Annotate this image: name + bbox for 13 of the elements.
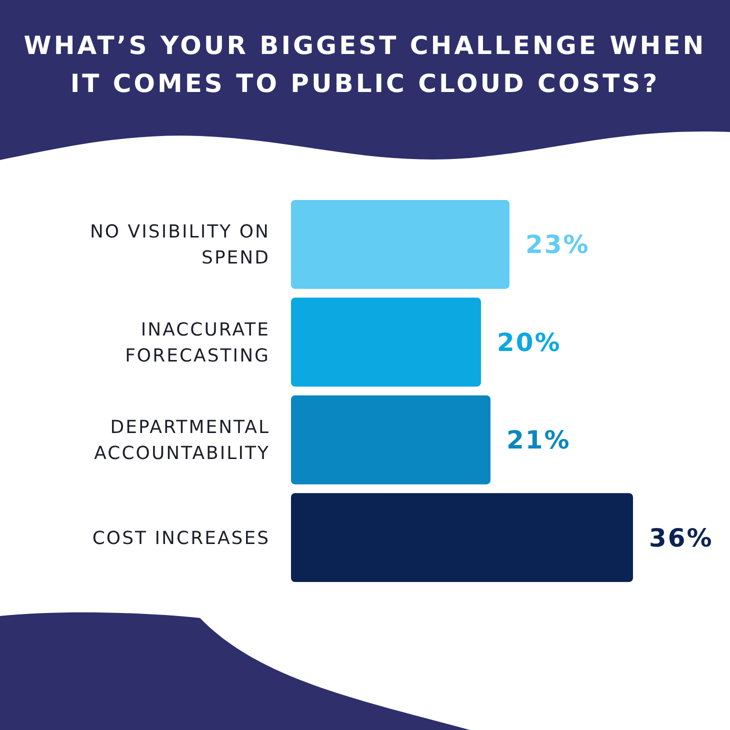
y-tick-label: DEPARTMENTAL ACCOUNTABILITY bbox=[94, 417, 270, 464]
data-label: 23% bbox=[526, 230, 590, 260]
y-tick-label: COST INCREASES bbox=[92, 528, 270, 549]
bar bbox=[291, 493, 633, 582]
data-label: 20% bbox=[497, 328, 562, 357]
y-tick-label: INACCURATE FORECASTING bbox=[125, 319, 270, 366]
bar bbox=[291, 200, 510, 289]
data-label: 36% bbox=[649, 523, 714, 552]
bar bbox=[291, 395, 490, 484]
data-label: 21% bbox=[506, 426, 571, 455]
bar bbox=[291, 298, 481, 387]
y-tick-label: NO VISIBILITY ON SPEND bbox=[90, 222, 270, 269]
chart-title: WHAT’S YOUR BIGGEST CHALLENGE WHEN IT COMES TO PUBLIC CLOUD COSTS? bbox=[24, 31, 706, 98]
